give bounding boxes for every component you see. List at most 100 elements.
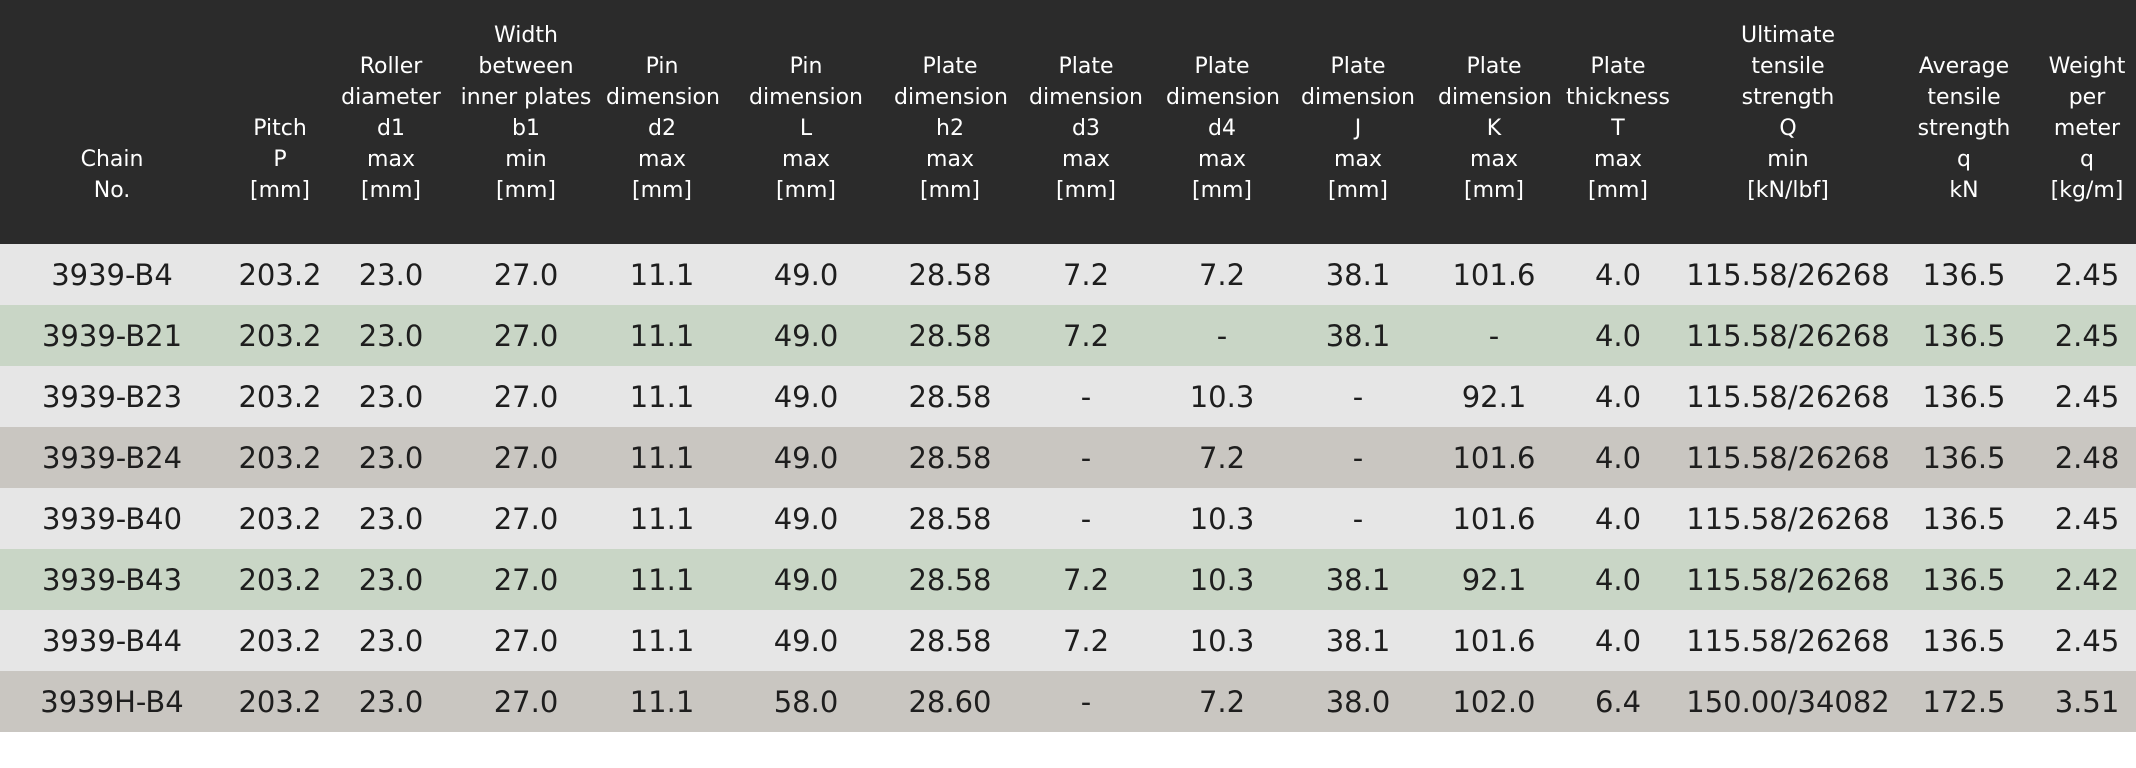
column-header-line: J — [1354, 116, 1362, 141]
column-header-line: P — [273, 147, 287, 172]
column-header-plate-d3: Plate dimension d3 max [mm] — [1006, 0, 1166, 244]
column-header-line: max — [782, 147, 830, 172]
cell-width-b1: 27.0 — [446, 366, 606, 427]
column-header-line: d1 — [377, 116, 405, 141]
cell-pin-L: 49.0 — [718, 610, 894, 671]
cell-plate-T: 4.0 — [1550, 427, 1686, 488]
column-header-line: Chain — [80, 147, 144, 172]
cell-avg-q: 136.5 — [1890, 488, 2038, 549]
cell-plate-T: 4.0 — [1550, 366, 1686, 427]
table-row: 3939H-B4 203.2 23.0 27.0 11.1 58.0 28.60-7.2 38… — [0, 671, 2136, 732]
column-header-line: max — [1470, 147, 1518, 172]
cell-plate-h2: 28.58 — [894, 549, 1006, 610]
column-header-roller-d1: Roller diameter d1 max [mm] — [336, 0, 446, 244]
column-header-line: max — [1198, 147, 1246, 172]
column-header-line: Average — [1918, 54, 2010, 79]
cell-plate-d4: 10.3 — [1166, 610, 1278, 671]
cell-avg-q: 136.5 — [1890, 366, 2038, 427]
cell-plate-T: 4.0 — [1550, 305, 1686, 366]
column-header-line: max — [1062, 147, 1110, 172]
table-row: 3939-B43 203.2 23.0 27.0 11.1 49.0 28.58 7.2 10.… — [0, 549, 2136, 610]
cell-pin-L: 49.0 — [718, 305, 894, 366]
column-header-line: [mm] — [775, 178, 837, 203]
column-header-line: q — [2080, 147, 2094, 172]
cell-plate-h2: 28.58 — [894, 244, 1006, 305]
column-header-line: Ultimate — [1740, 23, 1836, 48]
cell-plate-K: 92.1 — [1438, 549, 1550, 610]
cell-ult-Q: 115.58/26268 — [1686, 549, 1890, 610]
column-header-line: min — [1767, 147, 1809, 172]
cell-width-b1: 27.0 — [446, 610, 606, 671]
cell-weight-q: 2.45 — [2038, 488, 2136, 549]
cell-plate-d3: - — [1006, 671, 1166, 732]
cell-plate-h2: 28.58 — [894, 305, 1006, 366]
cell-ult-Q: 115.58/26268 — [1686, 427, 1890, 488]
cell-plate-J: 38.1 — [1278, 549, 1438, 610]
table-row: 3939-B21 203.2 23.0 27.0 11.1 49.0 28.58 7.2-38… — [0, 305, 2136, 366]
cell-pin-d2: 11.1 — [606, 488, 718, 549]
column-header-line: [mm] — [1587, 178, 1649, 203]
cell-pitch: 203.2 — [224, 366, 336, 427]
cell-plate-K: 101.6 — [1438, 244, 1550, 305]
cell-plate-T: 4.0 — [1550, 244, 1686, 305]
column-header-line: Roller — [359, 54, 423, 79]
cell-pin-d2: 11.1 — [606, 549, 718, 610]
column-header-line: tensile — [1751, 54, 1825, 79]
table-body: 3939-B4 203.2 23.0 27.0 11.1 49.0 28.58 7.2 7.2 3… — [0, 244, 2136, 732]
column-header-line: dimension — [749, 85, 863, 110]
column-header-line: Weight — [2048, 54, 2126, 79]
cell-plate-T: 4.0 — [1550, 610, 1686, 671]
cell-plate-h2: 28.60 — [894, 671, 1006, 732]
cell-pin-d2: 11.1 — [606, 427, 718, 488]
column-header-line: tensile — [1927, 85, 2001, 110]
column-header-line: K — [1486, 116, 1502, 141]
table-header: Chain No. Pitch P [mm] Roller diameter d1 max [mm… — [0, 0, 2136, 244]
column-header-line: dimension — [1301, 85, 1415, 110]
cell-weight-q: 2.48 — [2038, 427, 2136, 488]
column-header-line: Plate — [1466, 54, 1522, 79]
cell-plate-d3: 7.2 — [1006, 244, 1166, 305]
column-header-line: dimension — [1438, 85, 1552, 110]
cell-plate-d3: 7.2 — [1006, 549, 1166, 610]
cell-chain-no: 3939-B40 — [0, 488, 224, 549]
cell-ult-Q: 115.58/26268 — [1686, 244, 1890, 305]
cell-width-b1: 27.0 — [446, 305, 606, 366]
column-header-line: d3 — [1072, 116, 1100, 141]
column-header-chain-no: Chain No. — [0, 0, 224, 244]
cell-plate-h2: 28.58 — [894, 427, 1006, 488]
cell-plate-T: 6.4 — [1550, 671, 1686, 732]
column-header-line: max — [367, 147, 415, 172]
cell-plate-d3: 7.2 — [1006, 305, 1166, 366]
column-header-line: min — [505, 147, 547, 172]
column-header-line: dimension — [1029, 85, 1143, 110]
column-header-line: dimension — [894, 85, 1008, 110]
cell-weight-q: 2.42 — [2038, 549, 2136, 610]
column-header-line: d2 — [648, 116, 676, 141]
header-row: Chain No. Pitch P [mm] Roller diameter d1 max [mm… — [0, 0, 2136, 244]
cell-avg-q: 136.5 — [1890, 549, 2038, 610]
cell-pitch: 203.2 — [224, 427, 336, 488]
column-header-line: kN — [1949, 178, 1979, 203]
cell-plate-J: 38.0 — [1278, 671, 1438, 732]
cell-chain-no: 3939-B43 — [0, 549, 224, 610]
cell-pin-L: 49.0 — [718, 427, 894, 488]
cell-pitch: 203.2 — [224, 244, 336, 305]
cell-avg-q: 136.5 — [1890, 610, 2038, 671]
column-header-line: Plate — [1058, 54, 1114, 79]
table-row: 3939-B44 203.2 23.0 27.0 11.1 49.0 28.58 7.2 10.… — [0, 610, 2136, 671]
cell-pitch: 203.2 — [224, 671, 336, 732]
column-header-line: dimension — [1166, 85, 1280, 110]
cell-width-b1: 27.0 — [446, 488, 606, 549]
cell-avg-q: 136.5 — [1890, 305, 2038, 366]
column-header-line: [kN/lbf] — [1747, 178, 1829, 203]
cell-ult-Q: 115.58/26268 — [1686, 305, 1890, 366]
cell-ult-Q: 115.58/26268 — [1686, 488, 1890, 549]
column-header-line: Q — [1779, 116, 1797, 141]
column-header-line: [mm] — [1327, 178, 1389, 203]
chain-spec-table: Chain No. Pitch P [mm] Roller diameter d1 max [mm… — [0, 0, 2136, 732]
cell-plate-J: - — [1278, 427, 1438, 488]
cell-pin-L: 58.0 — [718, 671, 894, 732]
